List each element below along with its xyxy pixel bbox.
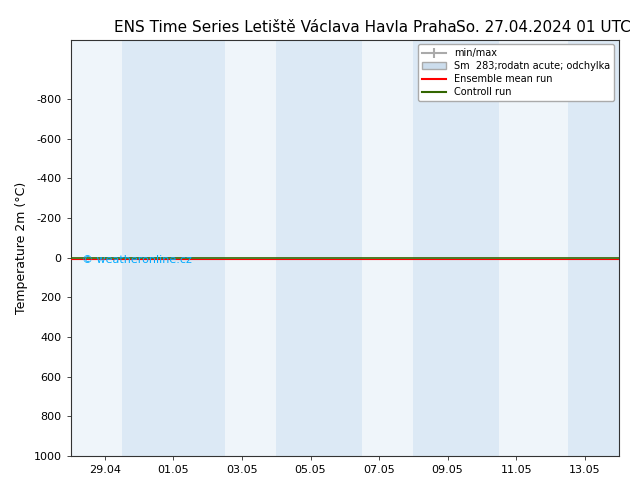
Text: ENS Time Series Letiště Václava Havla Praha: ENS Time Series Letiště Václava Havla Pr… — [114, 20, 457, 35]
Bar — [70, 40, 122, 456]
Bar — [362, 40, 413, 456]
Legend: min/max, Sm  283;rodatn acute; odchylka, Ensemble mean run, Controll run: min/max, Sm 283;rodatn acute; odchylka, … — [418, 45, 614, 101]
Bar — [499, 40, 567, 456]
Text: © weatheronline.cz: © weatheronline.cz — [82, 255, 191, 265]
Bar — [225, 40, 276, 456]
Y-axis label: Temperature 2m (°C): Temperature 2m (°C) — [15, 182, 28, 314]
Text: So. 27.04.2024 01 UTC: So. 27.04.2024 01 UTC — [456, 20, 631, 35]
